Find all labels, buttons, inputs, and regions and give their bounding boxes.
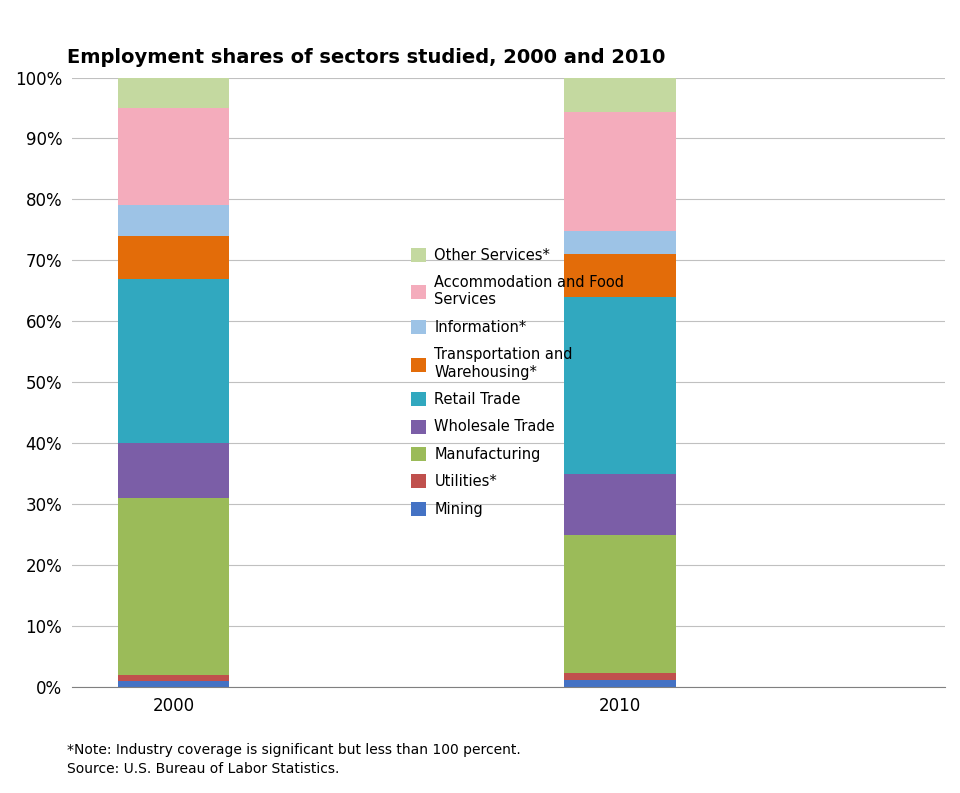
Bar — [118, 498, 229, 676]
Bar — [564, 680, 676, 687]
Bar — [118, 108, 229, 205]
Text: *Note: Industry coverage is significant but less than 100 percent.: *Note: Industry coverage is significant … — [67, 743, 521, 757]
Legend: Other Services*, Accommodation and Food
Services, Information*, Transportation a: Other Services*, Accommodation and Food … — [411, 247, 624, 517]
Bar — [118, 680, 229, 687]
Bar — [118, 676, 229, 680]
Text: Source: U.S. Bureau of Labor Statistics.: Source: U.S. Bureau of Labor Statistics. — [67, 761, 340, 776]
Bar — [564, 78, 676, 113]
Bar — [564, 255, 676, 297]
Bar — [118, 205, 229, 236]
Bar — [564, 297, 676, 473]
Bar — [118, 278, 229, 443]
Bar — [118, 236, 229, 278]
Text: Employment shares of sectors studied, 2000 and 2010: Employment shares of sectors studied, 20… — [67, 48, 665, 67]
Bar — [564, 231, 676, 255]
Bar — [564, 473, 676, 534]
Bar — [118, 78, 229, 108]
Bar — [564, 534, 676, 673]
Bar — [118, 443, 229, 498]
Bar — [564, 113, 676, 231]
Bar — [564, 673, 676, 680]
